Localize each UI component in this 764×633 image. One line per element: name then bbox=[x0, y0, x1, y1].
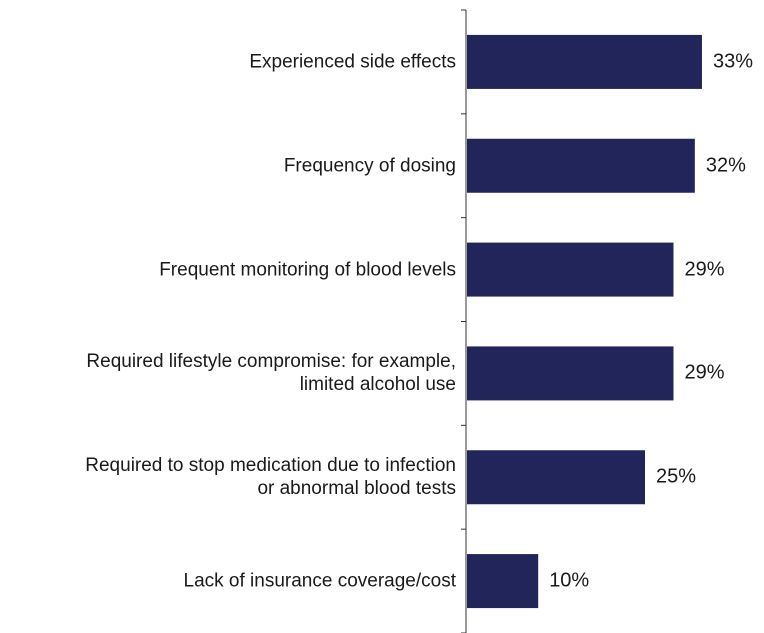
category-label: Experienced side effects bbox=[249, 51, 456, 73]
bar bbox=[467, 138, 695, 193]
value-label: 25% bbox=[656, 465, 697, 488]
category-label: Required to stop medication due to infec… bbox=[85, 455, 456, 500]
category-label: Frequent monitoring of blood levels bbox=[159, 259, 456, 281]
category-label: Lack of insurance coverage/cost bbox=[183, 570, 457, 592]
value-label: 33% bbox=[712, 50, 753, 73]
value-label: 10% bbox=[549, 569, 590, 592]
bar bbox=[467, 450, 645, 505]
bar bbox=[467, 346, 674, 401]
bar bbox=[467, 34, 702, 89]
bar bbox=[467, 554, 539, 609]
bar bbox=[467, 242, 674, 297]
value-label: 32% bbox=[705, 154, 746, 177]
category-label: Frequency of dosing bbox=[283, 155, 456, 177]
category-label: Required lifestyle compromise: for examp… bbox=[86, 351, 456, 396]
value-label: 29% bbox=[684, 258, 725, 281]
value-label: 29% bbox=[684, 361, 725, 384]
